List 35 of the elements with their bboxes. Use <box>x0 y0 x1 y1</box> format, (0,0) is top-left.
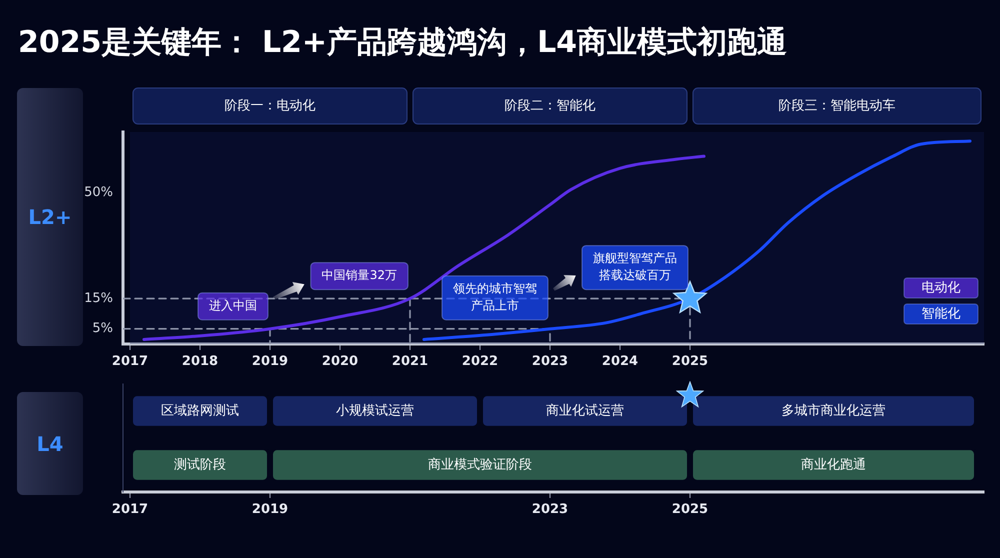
data-label: 多城市商业化运营 <box>782 403 886 418</box>
x-tick-label: 2018 <box>182 354 218 370</box>
band-label: 阶段二：智能化 <box>504 98 596 114</box>
band-label: 阶段一：电动化 <box>224 98 316 114</box>
annotation: 进入中国 <box>209 298 257 312</box>
y-tick-label: 50% <box>84 184 113 200</box>
x-tick-label: 2024 <box>602 354 638 370</box>
data-label: 区域路网测试 <box>161 403 239 418</box>
x-tick-label: 2020 <box>322 354 358 370</box>
band-label: 阶段三：智能电动车 <box>778 98 896 114</box>
text: 电动化 <box>922 280 960 296</box>
text: 智能化 <box>922 306 960 322</box>
chart-title: 2025是关键年： L2+产品跨越鸿沟，L4商业模式初跑通 <box>18 24 788 62</box>
x-tick-label: 2019 <box>252 502 288 518</box>
data-label: 商业化跑通 <box>801 457 866 472</box>
x-tick-label: 2017 <box>112 354 148 370</box>
x-tick-label: 2019 <box>252 354 288 370</box>
x-tick-label: 2023 <box>532 354 568 370</box>
x-tick-label: 2021 <box>392 354 428 370</box>
x-tick-label: 2025 <box>672 354 708 370</box>
data-label: 小规模试运营 <box>336 403 414 418</box>
annotation: 旗舰型智驾产品搭载达破百万 <box>593 251 677 282</box>
data-label: 测试阶段 <box>174 457 226 472</box>
y-axis-title: L4 <box>17 392 83 495</box>
x-tick-label: 2017 <box>112 502 148 518</box>
y-tick-label: 5% <box>92 321 113 336</box>
y-axis-title: L2+ <box>17 88 83 346</box>
data-label: 商业模式验证阶段 <box>428 457 532 472</box>
x-tick-label: 2025 <box>672 502 708 518</box>
annotation: 中国销量32万 <box>322 268 398 282</box>
data-label: 商业化试运营 <box>546 403 624 418</box>
annotation: 领先的城市智驾产品上市 <box>453 281 537 312</box>
x-tick-label: 2022 <box>462 354 498 370</box>
y-tick-label: 15% <box>84 290 113 306</box>
x-tick-label: 2023 <box>532 502 568 518</box>
